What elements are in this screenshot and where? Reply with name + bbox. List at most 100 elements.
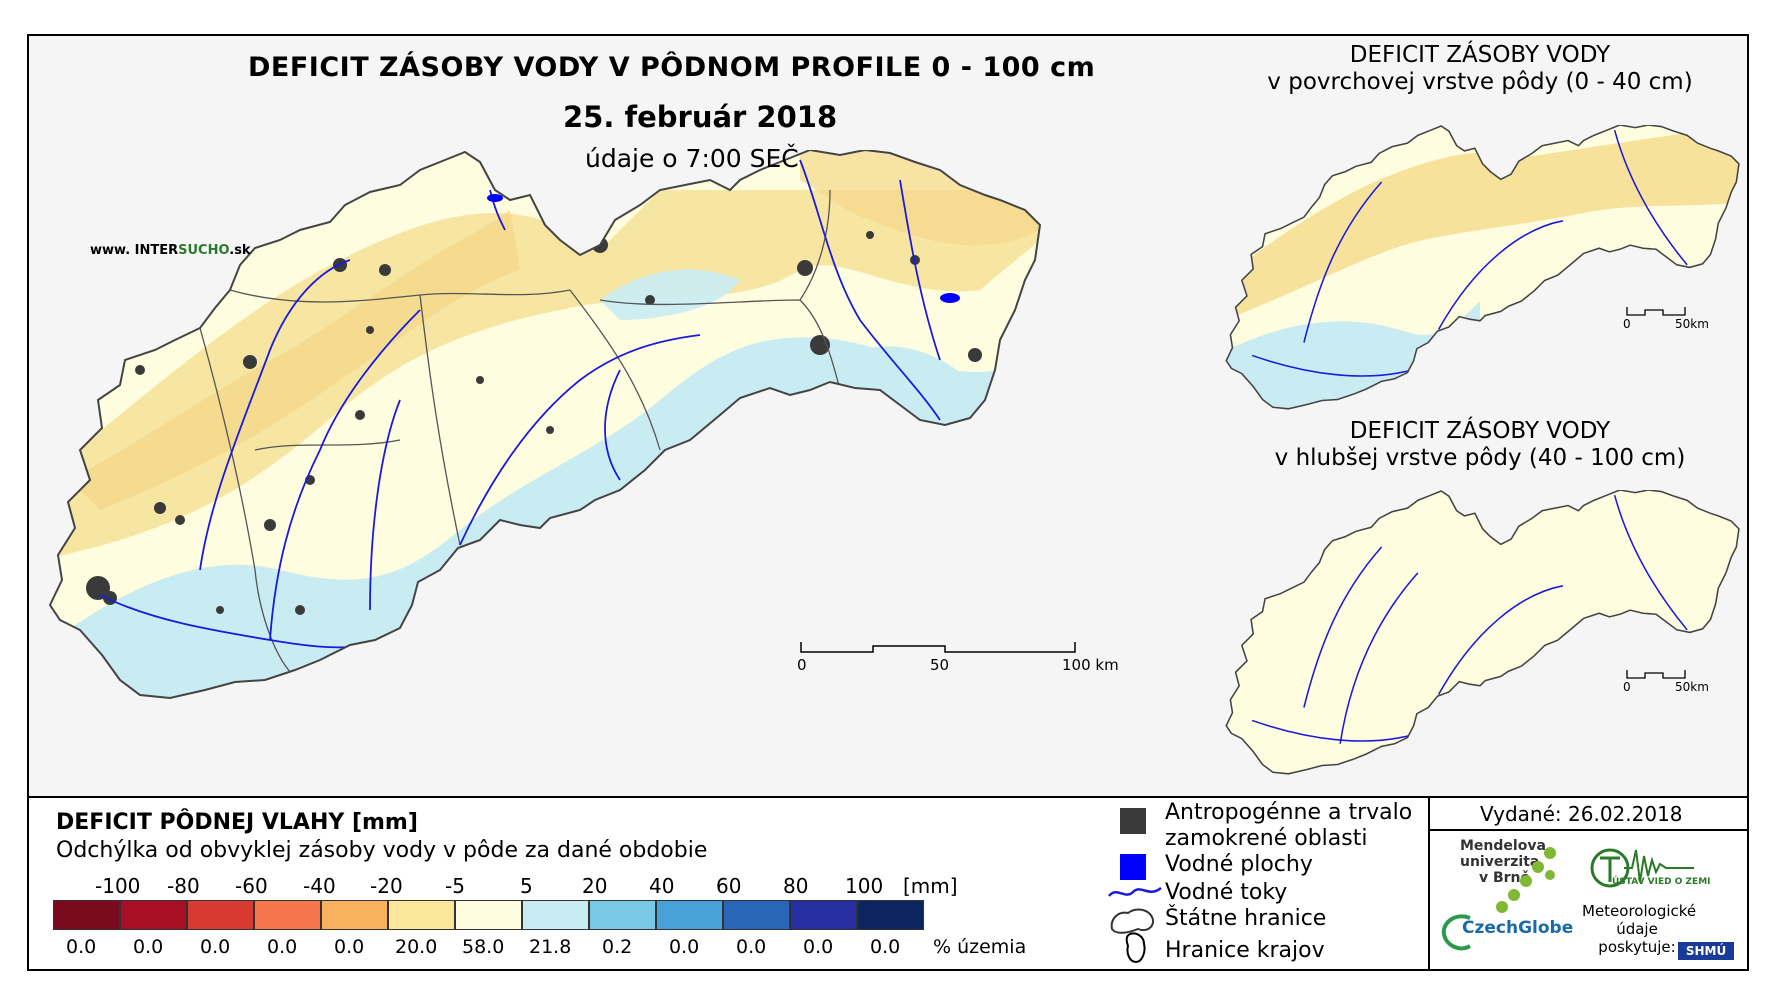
met-data-note: Meteorologické údaje poskytuje: bbox=[1582, 902, 1697, 956]
map-time-note: údaje o 7:00 SEČ bbox=[585, 144, 799, 173]
tick-8: 40 bbox=[649, 874, 675, 898]
main-scale-bar bbox=[800, 642, 1076, 653]
legend-bin bbox=[187, 900, 254, 930]
met-line2: údaje bbox=[1616, 920, 1658, 938]
tick-4: -20 bbox=[370, 874, 403, 898]
inset-top-title-line1: DEFICIT ZÁSOBY VODY bbox=[1349, 42, 1611, 68]
mendel-line3: v Brně bbox=[1478, 870, 1530, 886]
legend-panel bbox=[27, 796, 1749, 971]
main-map bbox=[49, 150, 1041, 699]
legend-bin bbox=[321, 900, 388, 930]
legend-bin bbox=[857, 900, 924, 930]
pct-4: 0.0 bbox=[334, 936, 365, 958]
key-urban-line2: zamokrené oblasti bbox=[1165, 826, 1368, 851]
pct-11: 0.0 bbox=[803, 936, 834, 958]
legend-percentages: 0.0 0.0 0.0 0.0 0.0 20.0 58.0 21.8 0.2 0… bbox=[53, 936, 1026, 962]
tick-6: 5 bbox=[520, 874, 533, 898]
tick-9: 60 bbox=[716, 874, 742, 898]
key-region-border: Hranice krajov bbox=[1165, 938, 1325, 963]
inset-map-subsoil bbox=[1225, 490, 1740, 775]
inset-bottom-title: DEFICIT ZÁSOBY VODY v hlubšej vrstve pôd… bbox=[1240, 418, 1720, 472]
state-border-icon bbox=[1110, 908, 1154, 934]
inset-top-scale-0: 0 bbox=[1623, 317, 1631, 331]
key-water-bodies: Vodné plochy bbox=[1165, 852, 1313, 877]
inset-bottom-scale-bar bbox=[1626, 670, 1686, 679]
legend-bin bbox=[254, 900, 321, 930]
inset-bottom-scale-0: 0 bbox=[1623, 680, 1631, 694]
urban-swatch bbox=[1120, 808, 1146, 834]
mendel-university-logo: Mendelova univerzita v Brně bbox=[1460, 838, 1546, 886]
inset-bottom-title-line1: DEFICIT ZÁSOBY VODY bbox=[1349, 418, 1611, 444]
tick-5: -5 bbox=[445, 874, 465, 898]
pct-12: 0.0 bbox=[870, 936, 901, 958]
pct-label: % územia bbox=[933, 936, 1027, 958]
mendel-line1: Mendelova bbox=[1460, 838, 1546, 854]
main-scale-0: 0 bbox=[797, 656, 807, 674]
legend-bin bbox=[455, 900, 522, 930]
map-date: 25. február 2018 bbox=[563, 100, 838, 134]
pct-10: 0.0 bbox=[736, 936, 767, 958]
region-border-icon bbox=[1125, 932, 1146, 964]
mendel-line2: univerzita bbox=[1460, 854, 1540, 870]
tick-unit: [mm] bbox=[903, 874, 958, 898]
pct-6: 58.0 bbox=[462, 936, 505, 958]
met-line1: Meteorologické bbox=[1582, 902, 1697, 920]
pct-9: 0.0 bbox=[669, 936, 700, 958]
met-line3: poskytuje: bbox=[1598, 938, 1676, 956]
pct-2: 0.0 bbox=[200, 936, 231, 958]
website-accent: SUCHO bbox=[178, 243, 230, 258]
tick-7: 20 bbox=[582, 874, 608, 898]
inset-top-title-line2: v povrchovej vrstve pôdy (0 - 40 cm) bbox=[1267, 69, 1693, 95]
tick-10: 80 bbox=[783, 874, 809, 898]
legend-subtitle: Odchýlka od obvyklej zásoby vody v pôde … bbox=[56, 838, 708, 863]
key-state-border: Štátne hranice bbox=[1165, 906, 1327, 931]
tick-11: 100 bbox=[845, 874, 884, 898]
legend-bin bbox=[120, 900, 187, 930]
main-scale-50: 50 bbox=[930, 656, 950, 674]
inset-top-title: DEFICIT ZÁSOBY VODY v povrchovej vrstve … bbox=[1240, 42, 1720, 96]
legend-bin bbox=[790, 900, 857, 930]
inset-top-scale-50: 50km bbox=[1675, 317, 1709, 331]
czechglobe-logo: CzechGlobe bbox=[1462, 918, 1574, 938]
main-scale-100: 100 km bbox=[1062, 656, 1119, 674]
pct-8: 0.2 bbox=[602, 936, 633, 958]
uvz-logo-icon bbox=[1590, 848, 1694, 888]
inset-bottom-title-line2: v hlubšej vrstve pôdy (40 - 100 cm) bbox=[1274, 445, 1686, 471]
issued-date: Vydané: 26.02.2018 bbox=[1480, 802, 1683, 826]
pct-0: 0.0 bbox=[66, 936, 97, 958]
key-streams: Vodné toky bbox=[1165, 880, 1288, 905]
legend-bin bbox=[656, 900, 723, 930]
inset-top-scale-bar bbox=[1626, 307, 1686, 316]
tick-1: -80 bbox=[167, 874, 200, 898]
uvz-logo: ÚSTAV VIED O ZEMI bbox=[1612, 877, 1711, 887]
shmu-logo: SHMÚ bbox=[1678, 942, 1734, 960]
website-link[interactable]: www. INTERSUCHO.sk bbox=[90, 243, 251, 258]
map-title: DEFICIT ZÁSOBY VODY V PÔDNOM PROFILE 0 -… bbox=[248, 52, 1096, 83]
legend-bin bbox=[388, 900, 455, 930]
pct-5: 20.0 bbox=[395, 936, 438, 958]
tick-3: -40 bbox=[303, 874, 336, 898]
legend-title: DEFICIT PÔDNEJ VLAHY [mm] bbox=[56, 810, 418, 835]
czechglobe-icon bbox=[1441, 914, 1472, 951]
website-prefix: www. INTER bbox=[90, 243, 179, 258]
mendel-dots-icon bbox=[1496, 847, 1556, 913]
pct-3: 0.0 bbox=[267, 936, 298, 958]
legend-bin bbox=[522, 900, 589, 930]
pct-7: 21.8 bbox=[529, 936, 572, 958]
inset-map-topsoil bbox=[1225, 125, 1740, 410]
key-urban: Antropogénne a trvalo zamokrené oblasti bbox=[1165, 800, 1412, 852]
legend-bin bbox=[723, 900, 790, 930]
legend-divider bbox=[1428, 796, 1430, 971]
water-swatch bbox=[1120, 854, 1146, 880]
issued-divider bbox=[1428, 829, 1749, 831]
tick-2: -60 bbox=[235, 874, 268, 898]
website-suffix: .sk bbox=[229, 243, 251, 258]
key-urban-line1: Antropogénne a trvalo bbox=[1165, 800, 1413, 825]
legend-ticks: -100 -80 -60 -40 -20 -5 5 20 40 60 80 10… bbox=[95, 874, 958, 898]
pct-1: 0.0 bbox=[133, 936, 164, 958]
legend-bin bbox=[53, 900, 120, 930]
inset-bottom-scale-50: 50km bbox=[1675, 680, 1709, 694]
legend-color-bins bbox=[53, 900, 924, 930]
legend-bin bbox=[589, 900, 656, 930]
stream-icon bbox=[1108, 886, 1162, 897]
